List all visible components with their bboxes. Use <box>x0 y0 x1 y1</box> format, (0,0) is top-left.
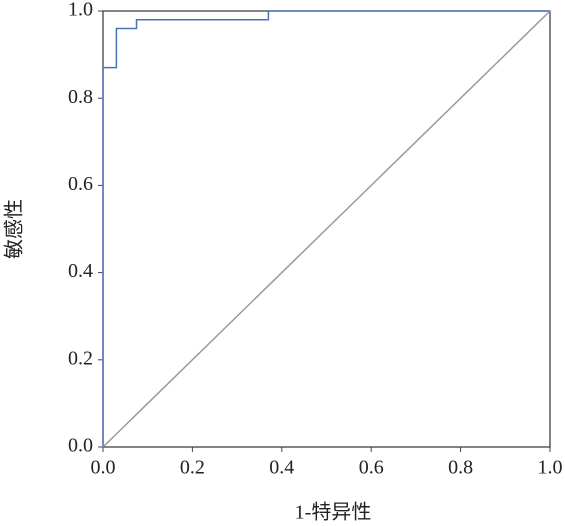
y-tick-label: 0.2 <box>68 347 93 369</box>
series-line <box>102 10 550 447</box>
x-tick-label: 1.0 <box>538 457 563 479</box>
y-tick-label: 0.4 <box>68 260 93 282</box>
x-tick-label: 0.0 <box>91 457 116 479</box>
x-tick-label: 0.6 <box>359 457 384 479</box>
x-tick-label: 0.8 <box>448 457 473 479</box>
y-tick-label: 0.8 <box>68 86 93 108</box>
y-axis-label: 敏感性 <box>3 199 26 259</box>
x-tick-label: 0.2 <box>180 457 205 479</box>
x-tick-label: 0.4 <box>269 457 294 479</box>
x-axis-label: 1-特异性 <box>295 501 372 524</box>
y-tick-label: 0.0 <box>68 435 93 457</box>
y-tick-label: 0.6 <box>68 173 93 195</box>
series-line <box>102 10 551 448</box>
y-tick-label: 1.0 <box>68 0 93 21</box>
